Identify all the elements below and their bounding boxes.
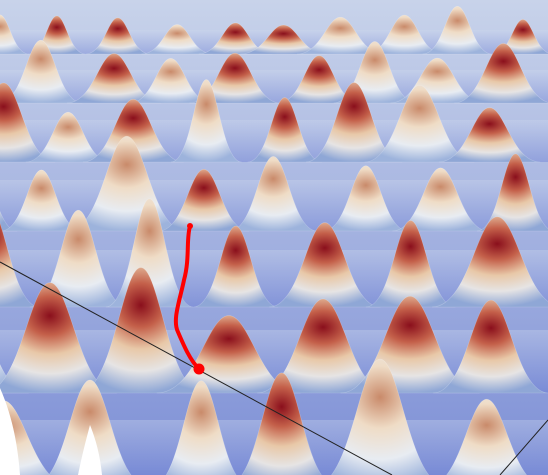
trajectory-end-marker[interactable] — [194, 364, 205, 375]
trajectory-start-marker — [187, 223, 193, 229]
